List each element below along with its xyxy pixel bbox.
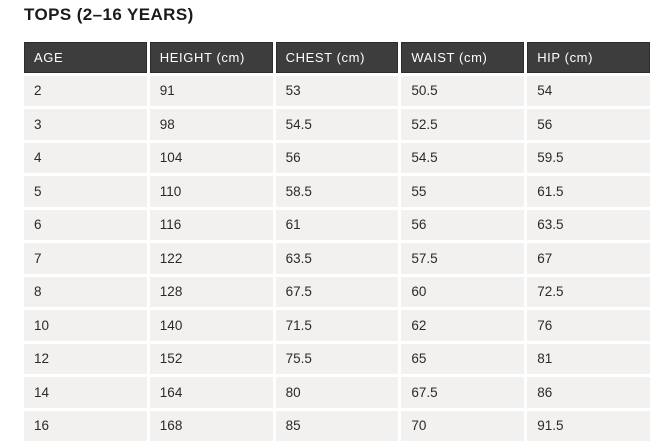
table-cell: 57.5 xyxy=(401,243,525,274)
column-header-hip-cm: HIP (cm) xyxy=(527,42,650,73)
column-header-chest-cm: CHEST (cm) xyxy=(275,42,399,73)
table-cell: 56 xyxy=(401,209,525,240)
table-cell: 98 xyxy=(149,109,273,140)
table-cell: 110 xyxy=(149,176,273,207)
table-cell: 16 xyxy=(24,410,147,441)
table-cell: 71.5 xyxy=(275,310,399,341)
table-cell: 60 xyxy=(401,276,525,307)
column-header-age: AGE xyxy=(24,42,147,73)
table-cell: 53 xyxy=(275,75,399,106)
table-cell: 67.5 xyxy=(401,377,525,408)
table-cell: 116 xyxy=(149,209,273,240)
table-cell: 76 xyxy=(527,310,650,341)
table-cell: 2 xyxy=(24,75,147,106)
table-cell: 86 xyxy=(527,377,650,408)
table-cell: 72.5 xyxy=(527,276,650,307)
table-cell: 140 xyxy=(149,310,273,341)
table-cell: 168 xyxy=(149,410,273,441)
column-header-height-cm: HEIGHT (cm) xyxy=(149,42,273,73)
table-cell: 5 xyxy=(24,176,147,207)
table-cell: 7 xyxy=(24,243,147,274)
table-cell: 65 xyxy=(401,343,525,374)
table-cell: 10 xyxy=(24,310,147,341)
table-cell: 52.5 xyxy=(401,109,525,140)
table-cell: 54.5 xyxy=(401,142,525,173)
table-cell: 128 xyxy=(149,276,273,307)
table-cell: 56 xyxy=(275,142,399,173)
table-cell: 59.5 xyxy=(527,142,650,173)
table-cell: 56 xyxy=(527,109,650,140)
table-cell: 67.5 xyxy=(275,276,399,307)
table-cell: 54 xyxy=(527,75,650,106)
page-title: TOPS (2–16 YEARS) xyxy=(24,5,194,24)
table-cell: 62 xyxy=(401,310,525,341)
table-cell: 70 xyxy=(401,410,525,441)
table-cell: 67 xyxy=(527,243,650,274)
size-table: AGE HEIGHT (cm) CHEST (cm) WAIST (cm) HIP (c… xyxy=(24,42,650,441)
table-cell: 152 xyxy=(149,343,273,374)
table-cell: 61 xyxy=(275,209,399,240)
table-cell: 3 xyxy=(24,109,147,140)
table-cell: 58.5 xyxy=(275,176,399,207)
column-header-waist-cm: WAIST (cm) xyxy=(401,42,525,73)
table-cell: 91 xyxy=(149,75,273,106)
table-cell: 104 xyxy=(149,142,273,173)
table-cell: 6 xyxy=(24,209,147,240)
table-cell: 85 xyxy=(275,410,399,441)
table-cell: 122 xyxy=(149,243,273,274)
table-cell: 80 xyxy=(275,377,399,408)
table-cell: 91.5 xyxy=(527,410,650,441)
table-cell: 14 xyxy=(24,377,147,408)
table-cell: 54.5 xyxy=(275,109,399,140)
table-cell: 81 xyxy=(527,343,650,374)
table-cell: 4 xyxy=(24,142,147,173)
table-cell: 50.5 xyxy=(401,75,525,106)
table-cell: 12 xyxy=(24,343,147,374)
table-cell: 75.5 xyxy=(275,343,399,374)
table-cell: 8 xyxy=(24,276,147,307)
table-cell: 55 xyxy=(401,176,525,207)
table-cell: 63.5 xyxy=(527,209,650,240)
table-cell: 63.5 xyxy=(275,243,399,274)
table-cell: 164 xyxy=(149,377,273,408)
table-cell: 61.5 xyxy=(527,176,650,207)
